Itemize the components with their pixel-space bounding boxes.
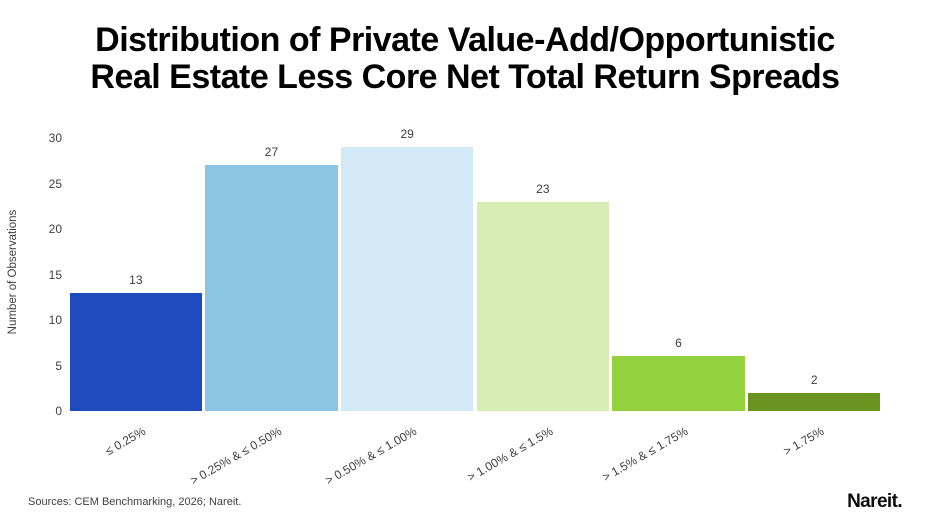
chart-title: Distribution of Private Value-Add/Opport… <box>0 22 930 96</box>
x-axis-category-label: > 1.00% & ≤ 1.5% <box>464 424 555 485</box>
bar-value-label: 2 <box>810 372 818 387</box>
nareit-logo: Nareit. <box>847 491 903 512</box>
bar-1 <box>69 292 203 411</box>
y-axis-tick-label: 0 <box>55 404 62 418</box>
x-axis-category-label: ≤ 0.25% <box>102 424 148 459</box>
bar-4 <box>476 201 610 411</box>
bar-value-label: 29 <box>400 127 414 142</box>
x-axis-category-label: > 1.5% & ≤ 1.75% <box>600 424 691 485</box>
x-axis-category-label: > 1.75% <box>780 424 827 459</box>
bar-6 <box>747 392 881 411</box>
bar-value-label: 27 <box>264 145 279 160</box>
y-axis-tick-label: 20 <box>48 222 62 236</box>
bar-3 <box>340 147 474 411</box>
y-axis-tick-label: 30 <box>48 131 62 145</box>
x-axis-category-label: > 0.25% & ≤ 0.50% <box>187 424 284 488</box>
sources-note: Sources: CEM Benchmarking, 2026; Nareit. <box>28 496 242 508</box>
bar-value-label: 23 <box>536 181 550 196</box>
x-axis-category-label: > 0.50% & ≤ 1.00% <box>322 424 420 488</box>
chart-title-line-2: Real Estate Less Core Net Total Return S… <box>90 58 840 96</box>
chart-title-line-1: Distribution of Private Value-Add/Opport… <box>95 21 835 59</box>
bar-2 <box>205 165 338 411</box>
y-axis-tick-label: 25 <box>48 176 62 191</box>
y-axis-tick-label: 5 <box>55 358 62 373</box>
y-axis-tick-label: 15 <box>48 267 62 282</box>
bar-value-label: 13 <box>129 272 143 287</box>
bar-5 <box>612 356 745 411</box>
y-axis-tick-label: 10 <box>48 313 62 327</box>
y-axis-label: Number of Observations <box>7 209 19 335</box>
bar-value-label: 6 <box>675 336 682 351</box>
